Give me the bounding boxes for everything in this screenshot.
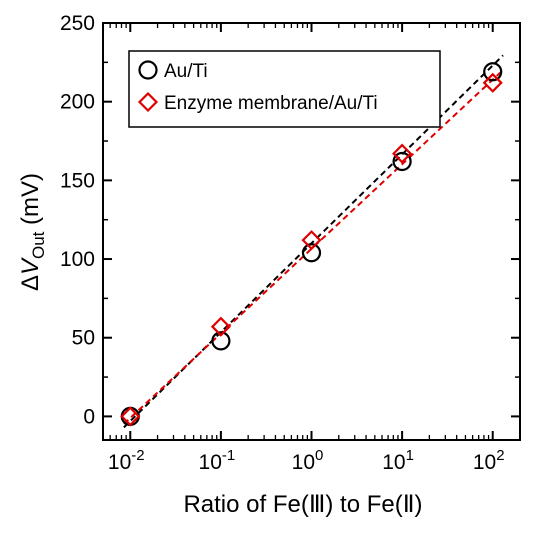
fit-line-enzyme xyxy=(123,69,504,425)
legend-label-enzyme: Enzyme membrane/Au/Ti xyxy=(164,93,378,114)
data-point-enzyme xyxy=(301,230,322,251)
data-point-enzyme xyxy=(120,406,141,427)
data-point-au-ti xyxy=(392,151,412,172)
data-point-au-ti xyxy=(301,243,322,263)
data-point-au-ti xyxy=(120,406,140,426)
data-point-enzyme xyxy=(210,316,231,337)
data-point-au-ti xyxy=(211,331,231,351)
y-tick-label: 50 xyxy=(72,327,95,350)
y-tick-label: 100 xyxy=(60,248,95,271)
y-tick-label: 250 xyxy=(60,12,95,35)
x-tick-label: 100 xyxy=(292,447,324,474)
y-axis-title: ΔVOut (mV) xyxy=(17,173,48,291)
legend: Au/Ti Enzyme membrane/Au/Ti xyxy=(128,50,441,128)
x-axis-title: Ratio of Fe(Ⅲ) to Fe(Ⅱ) xyxy=(183,491,422,518)
data-point-enzyme xyxy=(392,143,413,164)
axes: 0 50 100 150 200 250 10-2 10-1 100 101 102 xyxy=(60,12,520,474)
legend-label-au-ti: Au/Ti xyxy=(164,61,208,82)
y-tick-label: 200 xyxy=(60,91,95,114)
data-points xyxy=(120,62,503,427)
legend-marker-au-ti xyxy=(138,60,158,80)
axis-titles: Ratio of Fe(Ⅲ) to Fe(Ⅱ) ΔVOut (mV) xyxy=(17,173,423,518)
x-tick-label: 10-2 xyxy=(108,447,145,474)
y-tick-label: 0 xyxy=(83,405,95,428)
x-tick-label: 10-1 xyxy=(199,447,236,474)
x-tick-label: 102 xyxy=(473,447,505,474)
x-tick-label: 101 xyxy=(382,447,414,474)
y-tick-label: 150 xyxy=(60,169,95,192)
data-point-au-ti xyxy=(483,62,503,82)
data-point-enzyme xyxy=(482,72,503,93)
legend-box xyxy=(128,50,441,128)
legend-marker-enzyme xyxy=(137,91,159,113)
